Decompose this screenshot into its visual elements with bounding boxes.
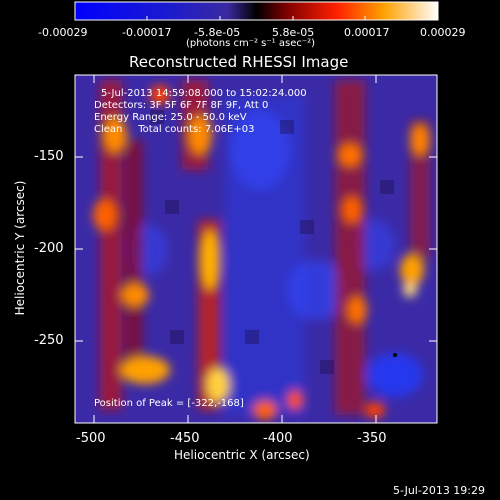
heatmap-image — [75, 75, 437, 423]
x-tick-label: -500 — [76, 431, 106, 446]
detectors-text: Detectors: 3F 5F 6F 7F 8F 9F, Att 0 — [94, 100, 269, 111]
clean-counts-text: Clean Total counts: 7.06E+03 — [94, 124, 255, 135]
x-axis-title: Heliocentric X (arcsec) — [174, 448, 310, 462]
colorbar-tick-label: -0.00029 — [38, 26, 88, 39]
colorbar-tick-label: 5.8e-05 — [272, 26, 315, 39]
colorbar-tick-label: -0.00017 — [122, 26, 172, 39]
colorbar-ticks — [74, 16, 438, 20]
peak-marker — [393, 353, 397, 357]
y-axis-title: Heliocentric Y (arcsec) — [13, 180, 27, 316]
colorbar-tick-label: -5.8e-05 — [194, 26, 241, 39]
y-tick-label: -250 — [34, 333, 64, 348]
peak-position-text: Position of Peak = [-322,-168] — [94, 398, 244, 409]
x-tick-label: -450 — [170, 431, 200, 446]
x-axis-ticks — [93, 75, 377, 423]
colorbar-tick-label: 0.00029 — [420, 26, 466, 39]
y-tick-label: -150 — [34, 149, 64, 164]
x-tick-label: -350 — [357, 431, 387, 446]
footer-timestamp: 5-Jul-2013 19:29 — [393, 484, 486, 497]
energy-range-text: Energy Range: 25.0 - 50.0 keV — [94, 112, 247, 123]
colorbar-tick-label: 0.00017 — [344, 26, 390, 39]
y-tick-label: -200 — [34, 241, 64, 256]
plot-title: Reconstructed RHESSI Image — [129, 53, 349, 71]
time-range-text: 5-Jul-2013 14:59:08.000 to 15:02:24.000 — [101, 88, 307, 99]
y-axis-ticks — [75, 156, 437, 342]
colorbar — [74, 1, 439, 21]
colorbar-units: (photons cm⁻² s⁻¹ asec⁻²) — [186, 38, 316, 49]
x-tick-label: -400 — [263, 431, 293, 446]
